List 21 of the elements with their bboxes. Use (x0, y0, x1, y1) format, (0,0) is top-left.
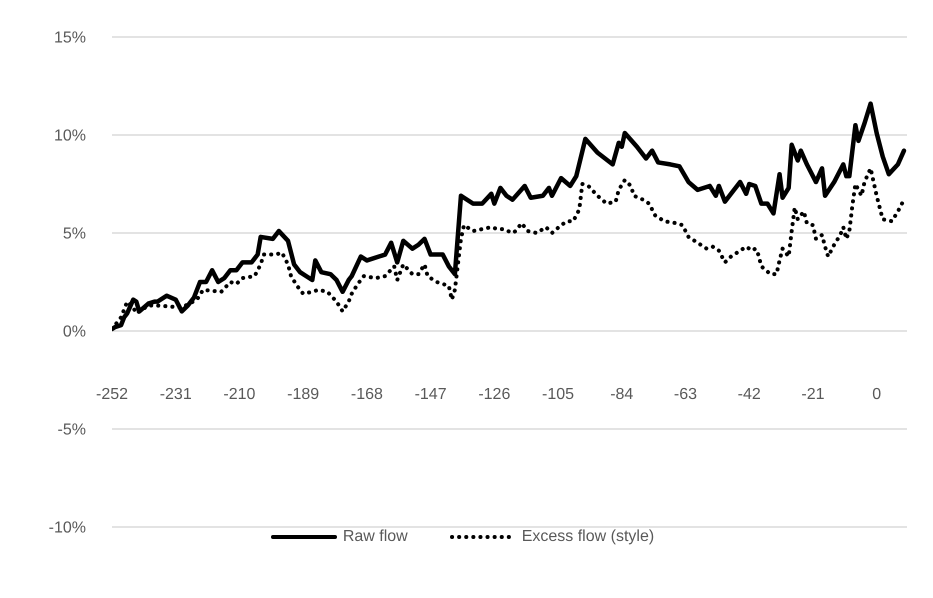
legend-label: Raw flow (342, 528, 408, 546)
y-tick-label: 5% (62, 226, 86, 243)
x-tick-label: -63 (674, 386, 698, 403)
y-tick-label: -10% (48, 520, 86, 537)
x-tick-label: 0 (872, 386, 882, 403)
x-tick-label: -21 (801, 386, 825, 403)
y-tick-label: 0% (62, 324, 86, 341)
legend-label: Excess flow (style) (522, 528, 654, 546)
y-tick-label: -5% (58, 422, 86, 439)
x-tick-label: -231 (160, 386, 192, 403)
x-tick-label: -84 (610, 386, 634, 403)
x-tick-label: -252 (96, 386, 128, 403)
x-tick-label: -210 (223, 386, 256, 403)
x-tick-label: -189 (287, 386, 320, 403)
x-tick-label: -147 (414, 386, 447, 403)
y-tick-label: 15% (54, 30, 86, 47)
x-tick-label: -126 (478, 386, 510, 403)
y-tick-label: 10% (54, 128, 86, 145)
x-tick-label: -168 (350, 386, 383, 403)
x-tick-label: -42 (738, 386, 761, 403)
x-tick-label: -105 (542, 386, 574, 403)
